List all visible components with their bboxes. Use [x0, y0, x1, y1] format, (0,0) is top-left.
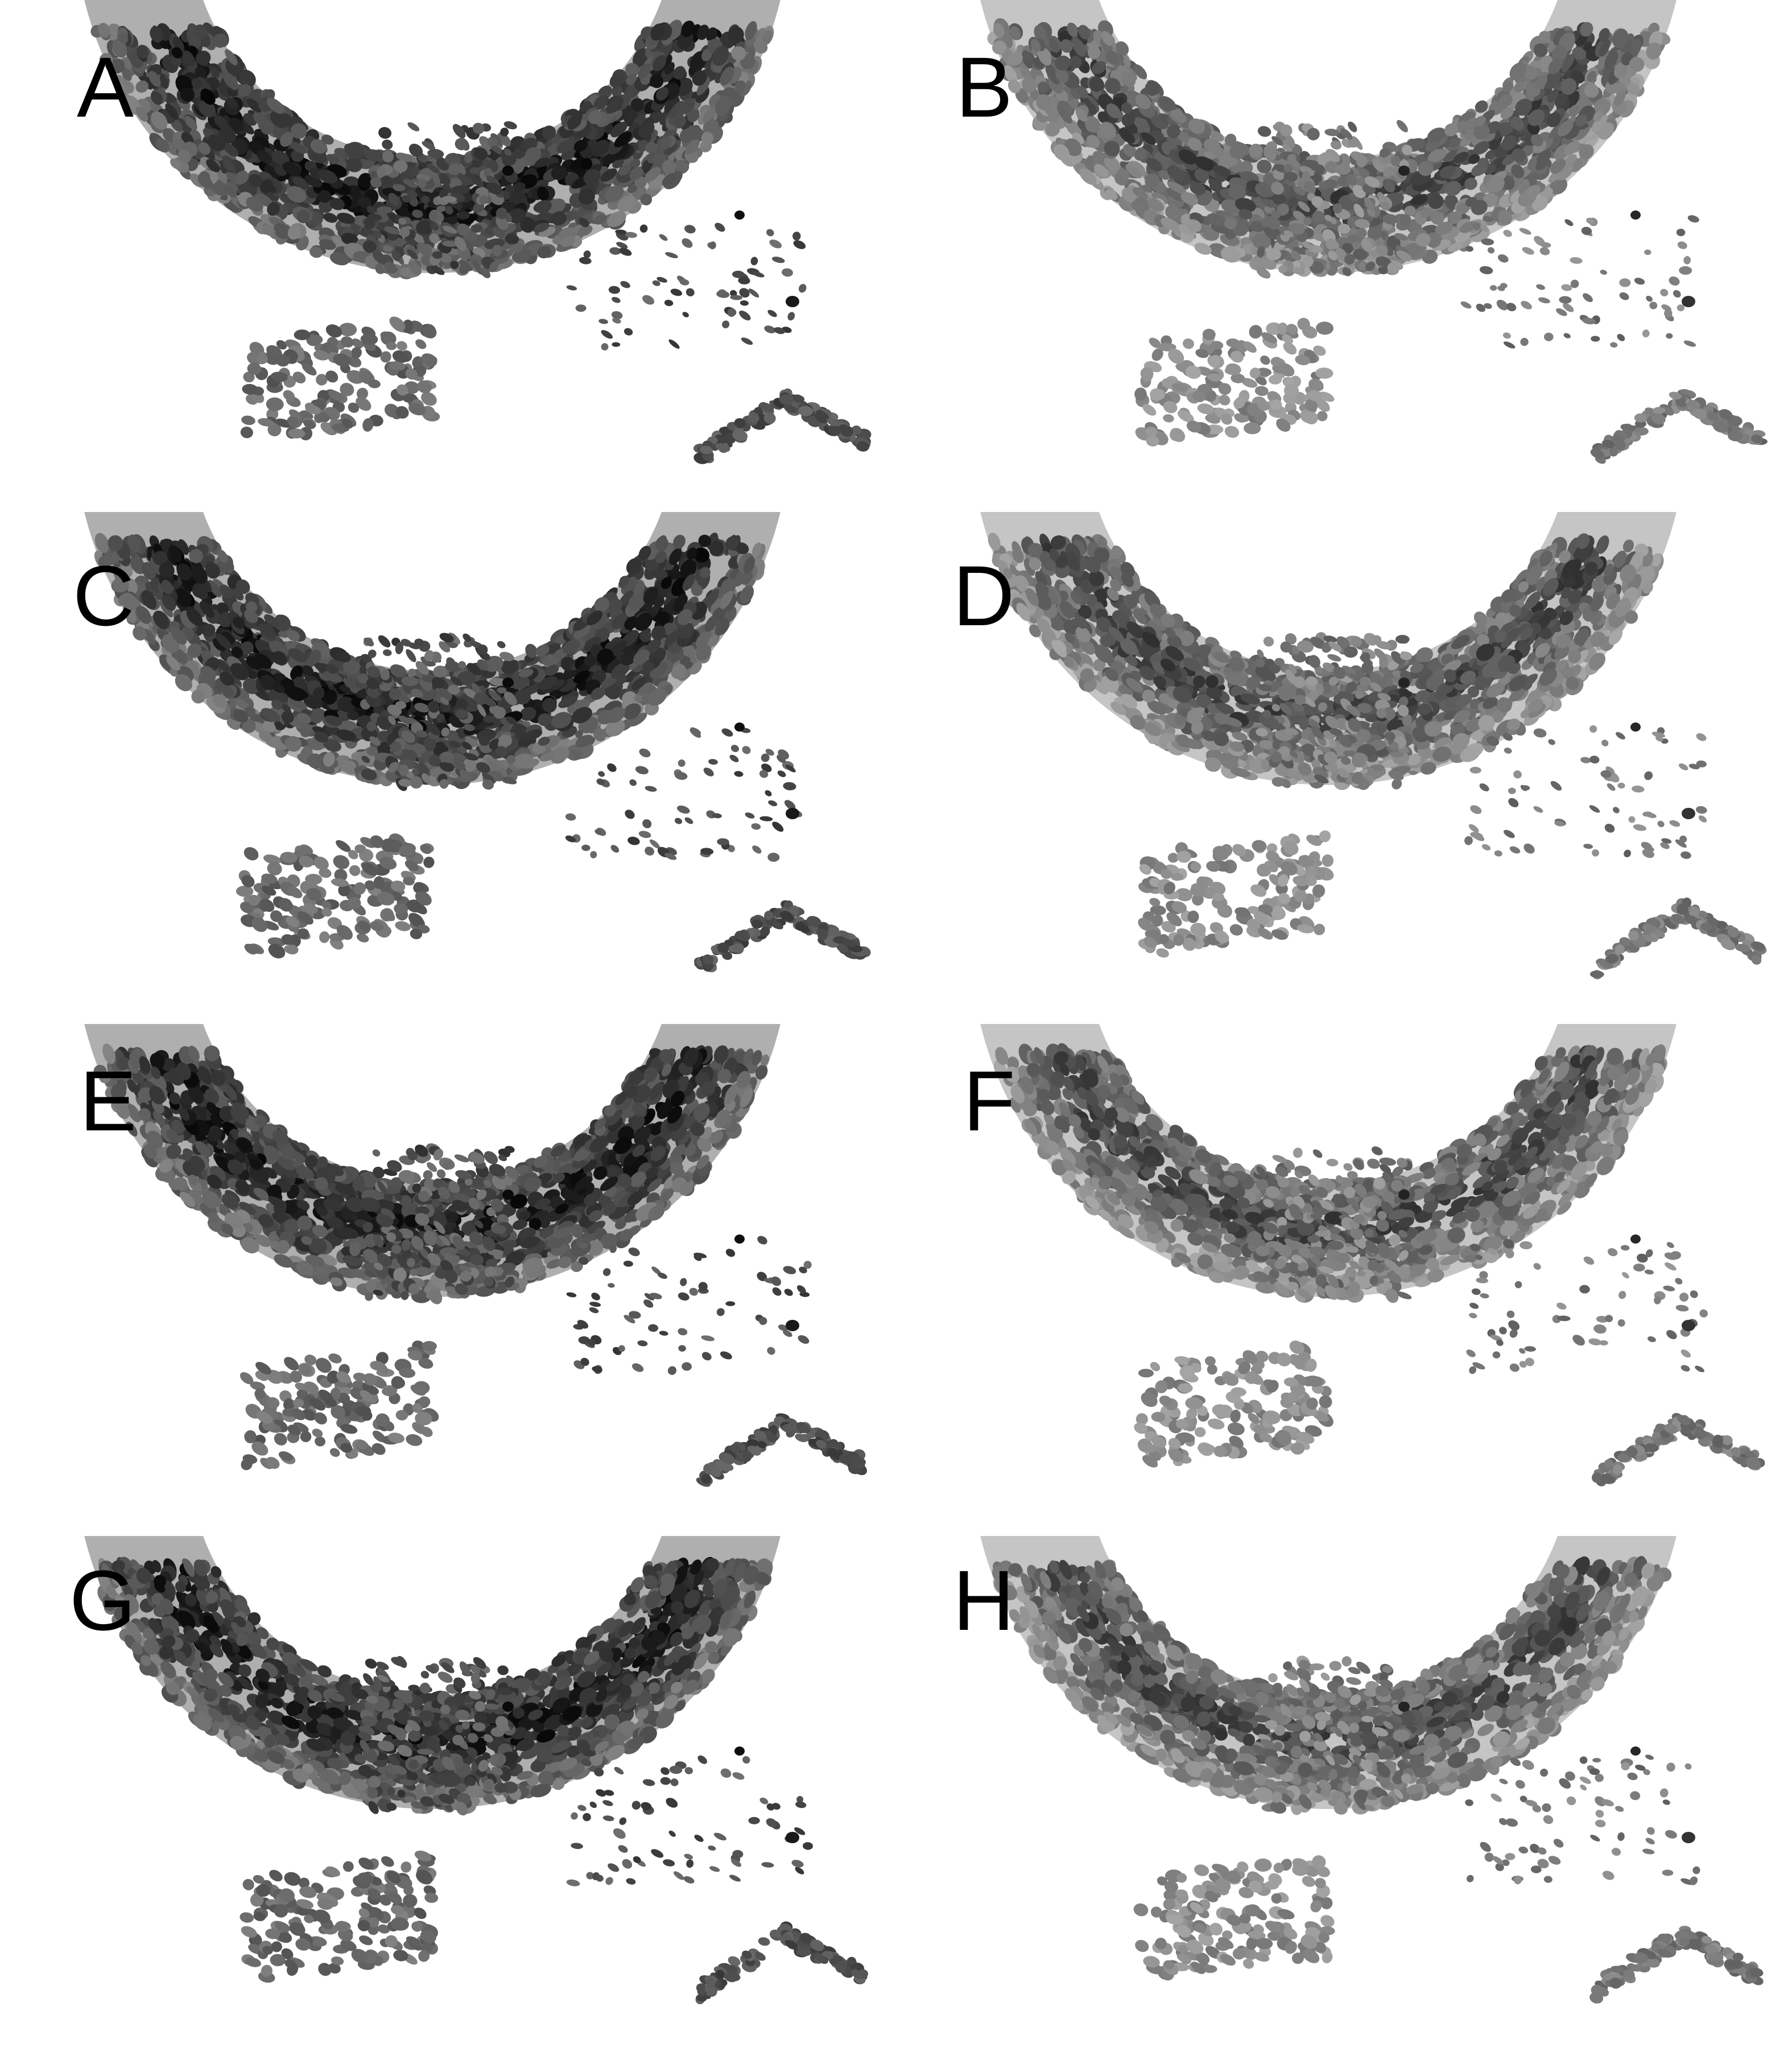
panel-g-label: G	[69, 1552, 136, 1648]
panel-f-label: F	[963, 1053, 1015, 1149]
panel-c-image	[84, 512, 871, 972]
panel-b-label: B	[956, 39, 1013, 135]
panel-d: D	[896, 512, 1792, 1024]
panel-h-label: H	[953, 1552, 1015, 1648]
panel-g: G	[0, 1536, 896, 2048]
panel-d-label: D	[953, 548, 1015, 643]
panel-d-image	[980, 512, 1767, 980]
panel-c-label: C	[73, 548, 135, 643]
panel-e-label: E	[80, 1053, 137, 1149]
panel-h: H	[896, 1536, 1792, 2048]
panel-a: A	[0, 0, 896, 512]
panel-a-image	[84, 0, 872, 464]
panel-a-label: A	[77, 39, 134, 135]
panel-f-image	[980, 1024, 1765, 1487]
panel-e-image	[84, 1024, 867, 1487]
panel-c: C	[0, 512, 896, 1024]
panel-h-image	[980, 1536, 1764, 2004]
panel-e: E	[0, 1024, 896, 1536]
panel-f: F	[896, 1024, 1792, 1536]
panel-g-image	[84, 1536, 868, 2005]
panel-b: B	[896, 0, 1792, 512]
panel-b-image	[980, 0, 1768, 464]
